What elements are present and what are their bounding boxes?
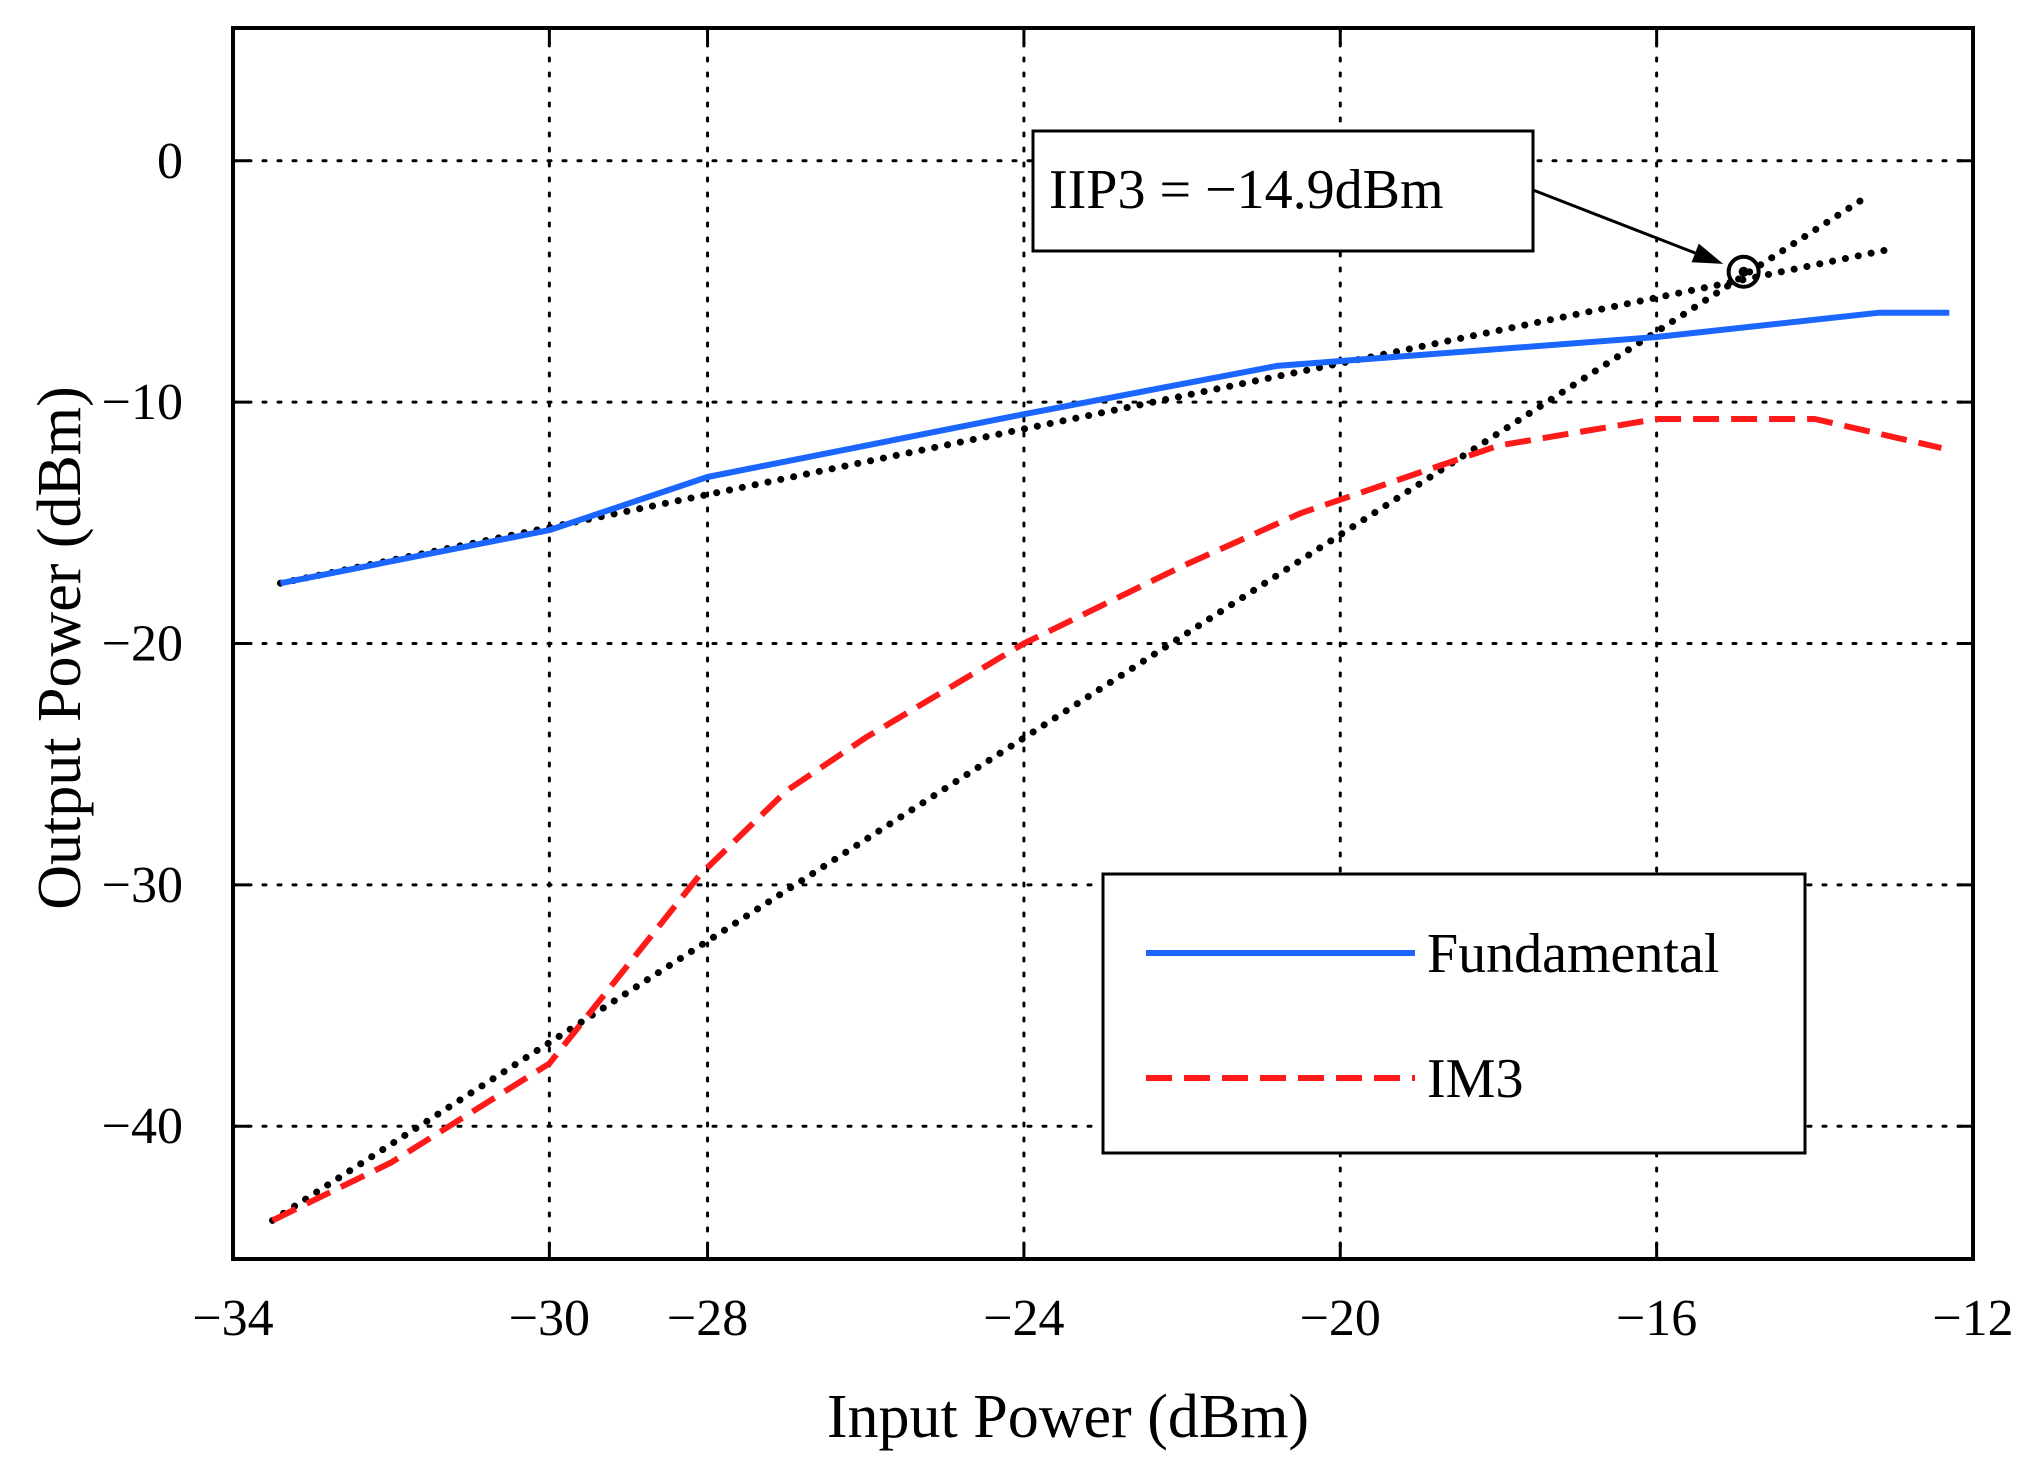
iip3-marker — [1726, 254, 1761, 289]
x-axis-title: Input Power (dBm) — [827, 1383, 1309, 1451]
annotation-arrow-head — [1691, 243, 1724, 264]
im3-extrapolation — [269, 191, 1874, 1224]
annotation-arrow — [1532, 188, 1696, 255]
legend-box — [1101, 872, 1807, 1155]
axis-ticks: −34 −30 −28 −24 −20 −16 −12 0 −10 −20 −30 −40 — [102, 28, 2014, 1347]
annotation-text: IIP3 = −14.9dBm — [1049, 159, 1444, 221]
y-tick-label: −30 — [102, 857, 183, 914]
series-line-fundamental — [279, 309, 1950, 587]
x-tick-label: −28 — [667, 1290, 748, 1347]
x-tick-label: −12 — [1932, 1290, 2013, 1347]
x-tick-label: −24 — [983, 1290, 1064, 1347]
legend-label-im3: IM3 — [1427, 1048, 1523, 1110]
y-tick-label: −10 — [102, 374, 183, 431]
iip3-annotation: IIP3 = −14.9dBm — [1031, 129, 1761, 289]
y-tick-label: −40 — [102, 1098, 183, 1155]
data-series — [271, 309, 1950, 1224]
iip3-marker-center — [1738, 266, 1749, 277]
series-line-im3 — [271, 416, 1943, 1224]
y-tick-label: 0 — [157, 133, 183, 190]
x-tick-label: −34 — [192, 1290, 273, 1347]
legend-label-fundamental: Fundamental — [1427, 923, 1719, 985]
x-tick-label: −16 — [1616, 1290, 1697, 1347]
y-axis-title: Output Power (dBm) — [26, 386, 94, 910]
legend: Fundamental IM3 — [1101, 872, 1807, 1155]
y-tick-label: −20 — [102, 616, 183, 673]
x-tick-label: −30 — [509, 1290, 590, 1347]
x-tick-label: −20 — [1300, 1290, 1381, 1347]
